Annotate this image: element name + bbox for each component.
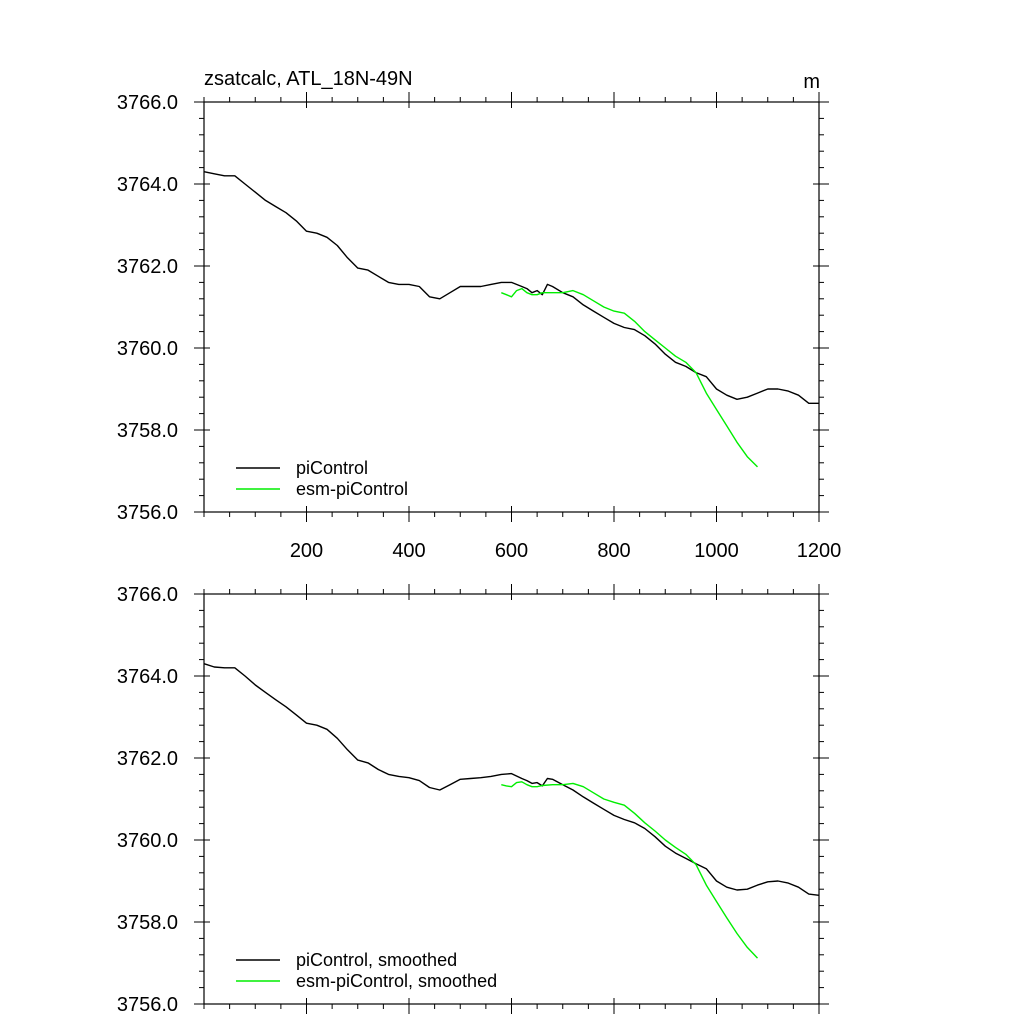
legend-label: piControl, smoothed [296,950,457,970]
legend-label: piControl [296,458,368,478]
y-tick-label: 3766.0 [117,584,178,606]
units-label: m [803,71,820,93]
series-group [203,171,819,468]
y-tick-label: 3762.0 [117,256,178,278]
y-tick-label: 3760.0 [117,338,178,360]
chart-title: zsatcalc, ATL_18N-49N [204,68,413,90]
y-tick-label: 3758.0 [117,420,178,442]
legend-label: esm-piControl [296,479,408,499]
series-line-esm-picontrol [501,287,758,468]
plot-frame [203,101,820,513]
y-tick-label: 3756.0 [117,994,178,1016]
y-tick-label: 3758.0 [117,912,178,934]
axis-ticks: 3756.0 3758.0 3760.0 3762.0 3764.0 3766.0 200 4… [117,92,841,562]
series-group [203,663,820,959]
series-line-picontrol [203,171,819,404]
series-line-picontrol-smoothed [203,663,820,896]
y-tick-label: 3760.0 [117,830,178,852]
y-tick-label: 3764.0 [117,174,178,196]
y-tick-label: 3766.0 [117,92,178,114]
top-panel: zsatcalc, ATL_18N-49N m 3756.0 3758.0 3760… [117,68,841,562]
legend-label: esm-piControl, smoothed [296,971,497,991]
x-tick-label: 1200 [797,540,842,562]
x-tick-label: 600 [495,540,528,562]
axis-ticks: 3756.0 3758.0 3760.0 3762.0 3764.0 3766.0 [117,584,829,1016]
x-tick-label: 1000 [694,540,739,562]
x-tick-label: 800 [597,540,630,562]
x-tick-label: 200 [290,540,323,562]
x-tick-label: 400 [392,540,425,562]
y-tick-label: 3764.0 [117,666,178,688]
y-tick-label: 3762.0 [117,748,178,770]
bottom-panel: 3756.0 3758.0 3760.0 3762.0 3764.0 3766.0 piC… [117,584,829,1016]
y-tick-label: 3756.0 [117,502,178,524]
series-line-esm-picontrol-smoothed [501,781,759,959]
plot-frame [203,593,820,1005]
